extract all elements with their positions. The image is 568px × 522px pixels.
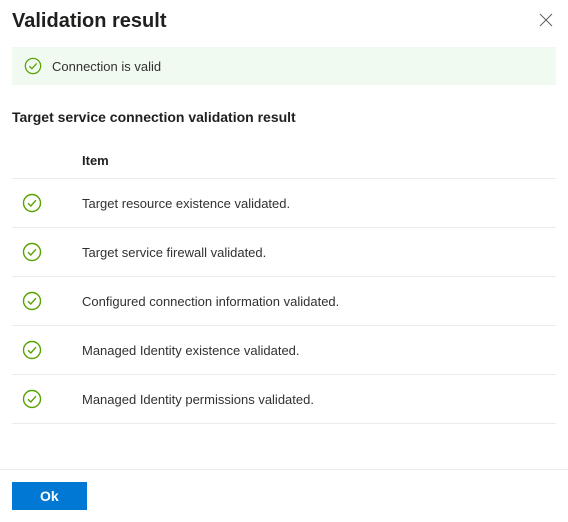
section-subtitle: Target service connection validation res… — [12, 109, 556, 125]
success-icon — [22, 242, 42, 262]
table-header-item: Item — [12, 153, 556, 179]
item-text: Managed Identity existence validated. — [82, 343, 300, 358]
footer-bar: Ok — [0, 469, 568, 522]
table-row: Managed Identity existence validated. — [12, 326, 556, 375]
item-text: Managed Identity permissions validated. — [82, 392, 314, 407]
ok-button[interactable]: Ok — [12, 482, 87, 510]
table-row: Target resource existence validated. — [12, 179, 556, 228]
success-icon — [22, 291, 42, 311]
success-icon — [22, 340, 42, 360]
validation-result-panel: Validation result Connection is valid Ta… — [0, 0, 568, 424]
close-button[interactable] — [536, 12, 556, 32]
table-row: Target service firewall validated. — [12, 228, 556, 277]
status-banner: Connection is valid — [12, 47, 556, 85]
page-title: Validation result — [12, 10, 166, 33]
success-icon — [22, 389, 42, 409]
success-icon — [24, 57, 42, 75]
table-row: Configured connection information valida… — [12, 277, 556, 326]
item-text: Configured connection information valida… — [82, 294, 339, 309]
validation-items-list: Target resource existence validated. Tar… — [12, 179, 556, 424]
table-row: Managed Identity permissions validated. — [12, 375, 556, 424]
banner-message: Connection is valid — [52, 59, 161, 74]
item-text: Target resource existence validated. — [82, 196, 290, 211]
header-row: Validation result — [12, 0, 556, 47]
close-icon — [539, 13, 553, 30]
item-text: Target service firewall validated. — [82, 245, 266, 260]
success-icon — [22, 193, 42, 213]
